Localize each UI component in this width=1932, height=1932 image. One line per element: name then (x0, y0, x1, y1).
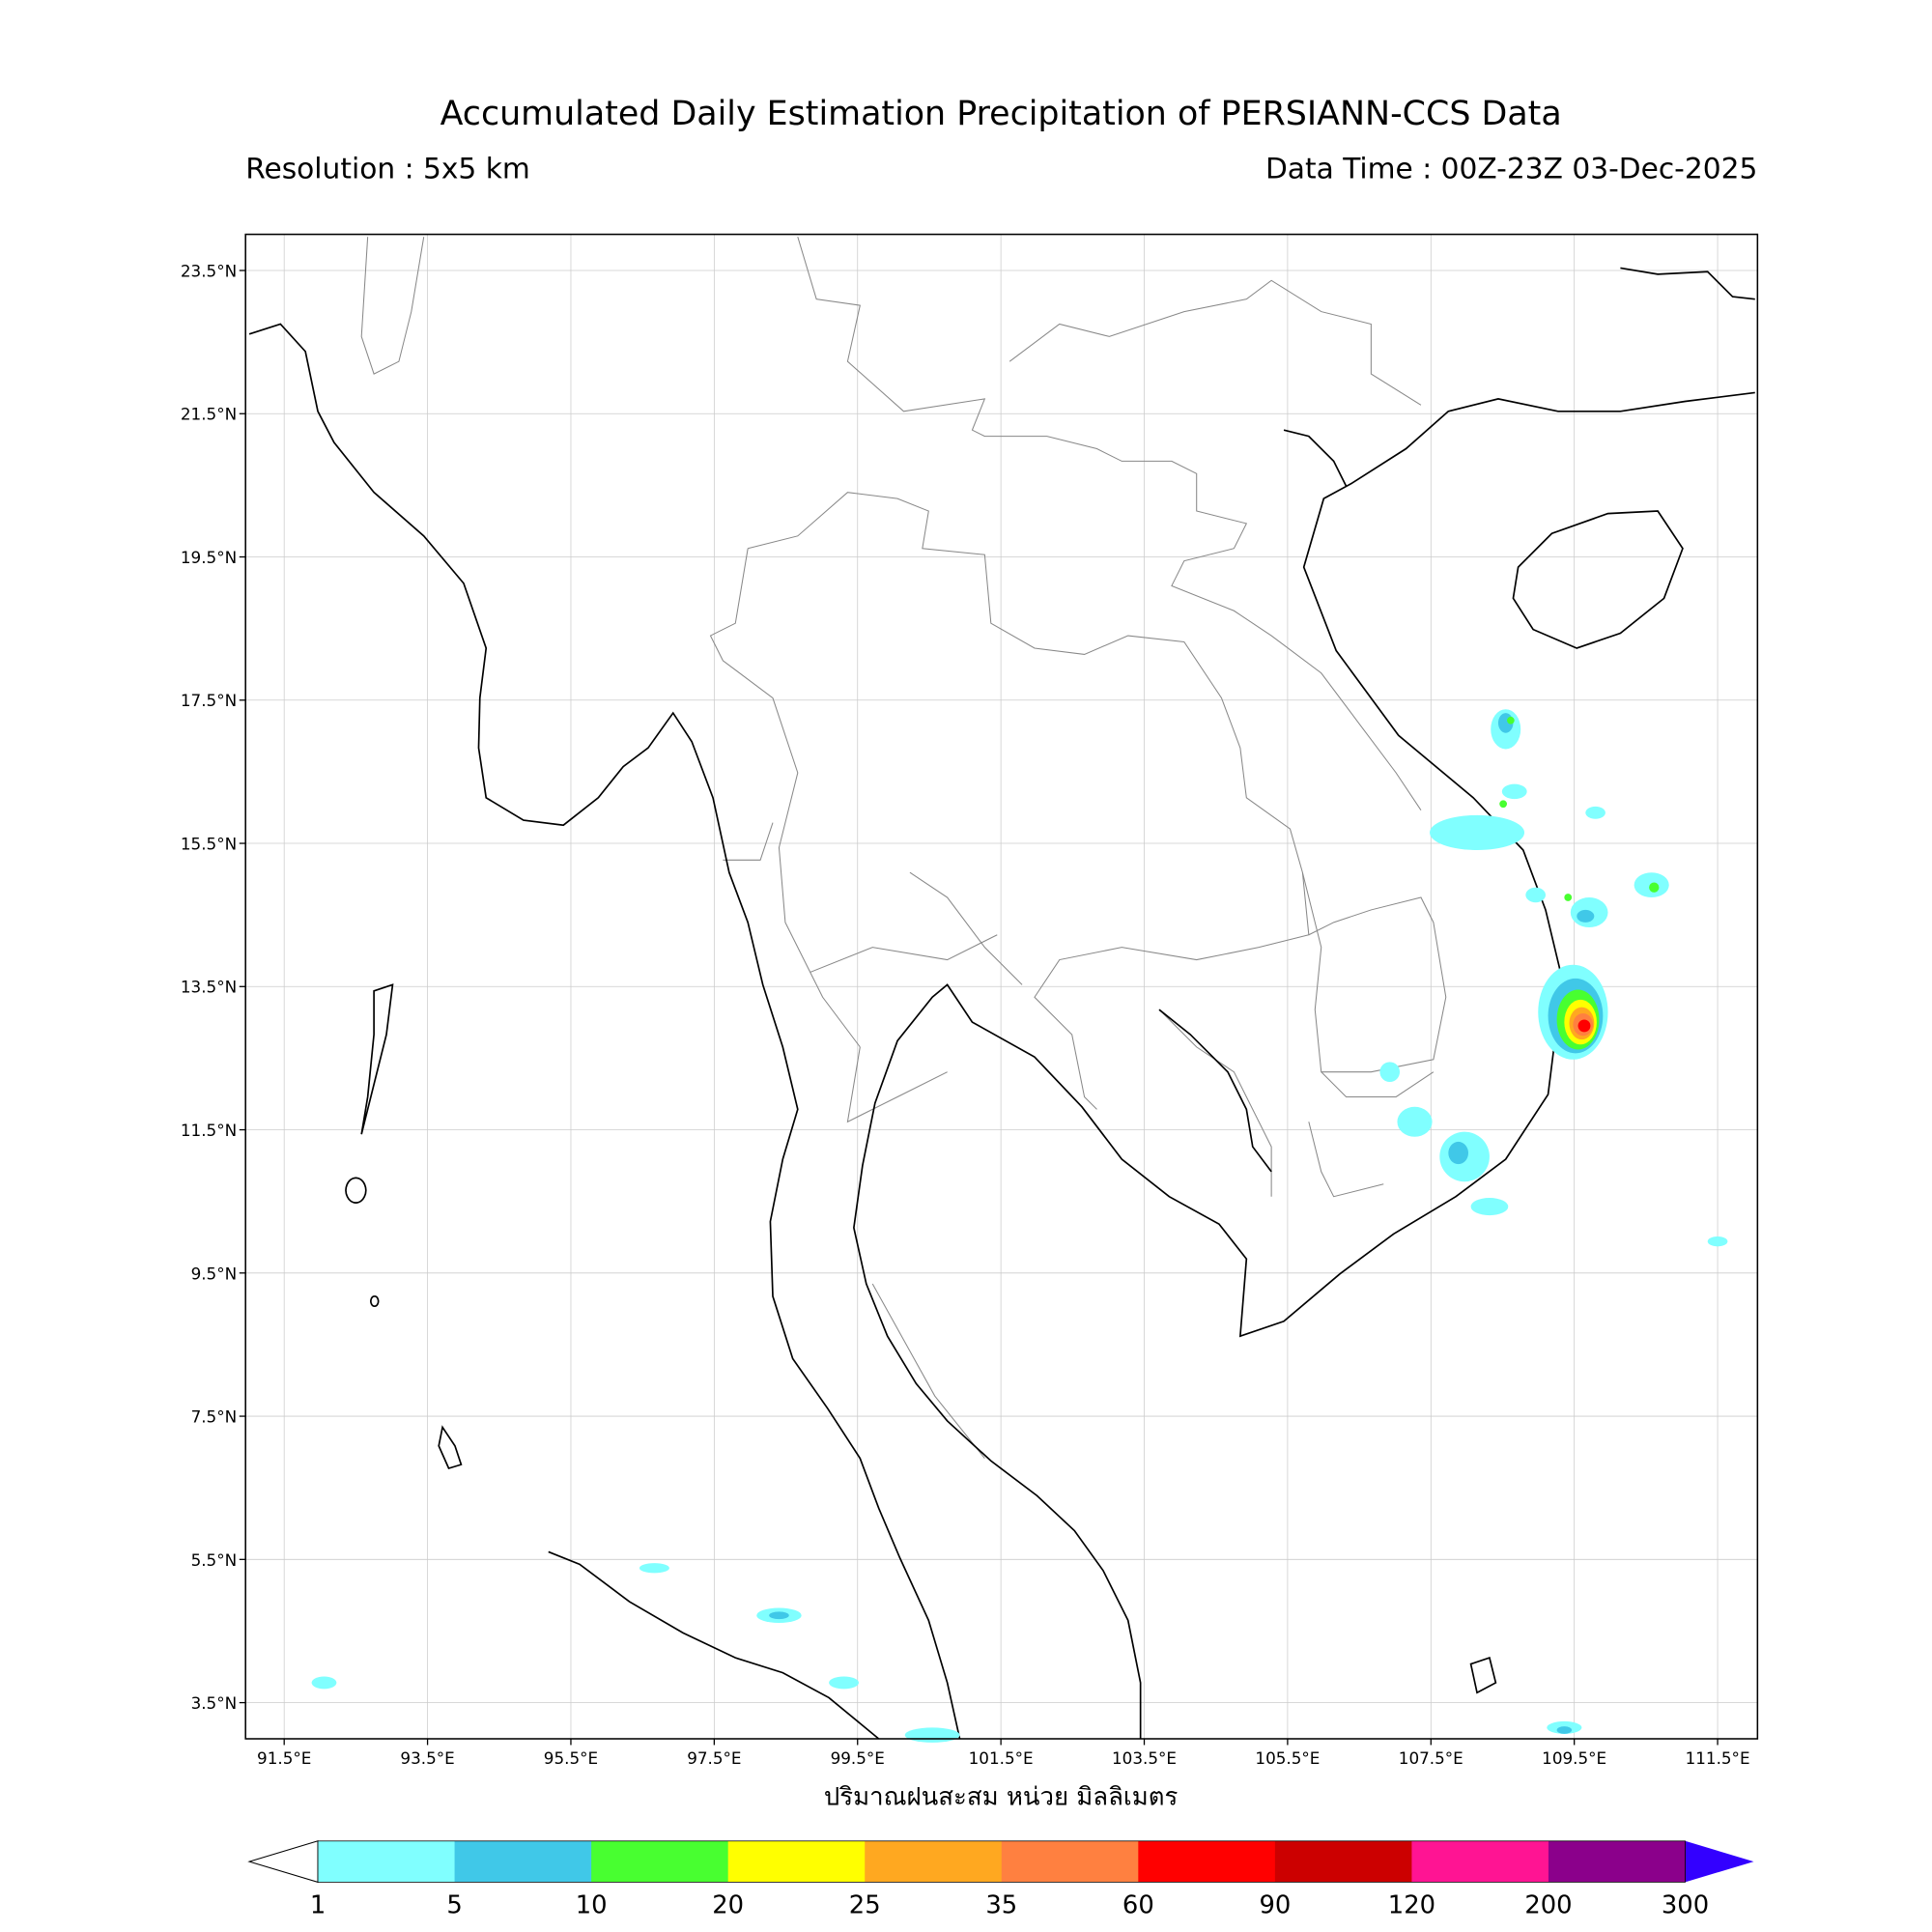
lat-tick-label: 21.5°N (181, 405, 237, 424)
lat-tick-label: 5.5°N (191, 1550, 238, 1570)
lat-tick-label: 23.5°N (181, 261, 237, 280)
colorbar-box (865, 1840, 1003, 1883)
colorbar-label: 1 (310, 1891, 326, 1920)
colorbar-box (454, 1840, 592, 1883)
colorbar-box (727, 1840, 866, 1883)
colorbar-label: 90 (1259, 1891, 1291, 1920)
coastlines (248, 267, 1755, 1740)
colorbar-box (1548, 1840, 1687, 1883)
lon-tick-label: 93.5°E (400, 1748, 454, 1768)
colorbar: 1 5 10 20 25 35 60 90 120 200 300 (247, 1840, 1754, 1920)
colorbar-label: 35 (985, 1891, 1017, 1920)
lon-tick-label: 105.5°E (1255, 1748, 1320, 1768)
lon-tick-label: 107.5°E (1399, 1748, 1463, 1768)
precipitation (311, 709, 1728, 1743)
colorbar-label: 200 (1524, 1891, 1572, 1920)
lon-tick-label: 95.5°E (544, 1748, 598, 1768)
lat-tick-label: 11.5°N (181, 1121, 237, 1140)
colorbar-box (591, 1840, 729, 1883)
lon-tick-label: 111.5°E (1686, 1748, 1750, 1768)
lon-tick-label: 91.5°E (257, 1748, 311, 1768)
colorbar-box (1001, 1840, 1139, 1883)
colorbar-over (1685, 1840, 1754, 1883)
lat-tick-label: 15.5°N (181, 834, 237, 853)
lon-tick-label: 99.5°E (831, 1748, 885, 1768)
data-time: Data Time : 00Z-23Z 03-Dec-2025 (1265, 152, 1757, 185)
colorbar-label: 60 (1122, 1891, 1154, 1920)
colorbar-label: 25 (849, 1891, 881, 1920)
colorbar-label: 10 (576, 1891, 608, 1920)
lat-tick-label: 17.5°N (181, 691, 237, 710)
colorbar-label: 20 (712, 1891, 744, 1920)
colorbar-box (1138, 1840, 1276, 1883)
resolution: Resolution : 5x5 km (245, 152, 530, 185)
colorbar-label: 5 (446, 1891, 462, 1920)
lon-tick-label: 109.5°E (1542, 1748, 1606, 1768)
x-axis-label: ปริมาณฝนสะสม หน่วย มิลลิเมตร (824, 1782, 1179, 1811)
colorbar-label: 120 (1388, 1891, 1435, 1920)
colorbar-label: 300 (1662, 1891, 1709, 1920)
colorbar-under (247, 1840, 319, 1884)
lat-tick-label: 13.5°N (181, 978, 237, 997)
lat-tick-label: 19.5°N (181, 548, 237, 567)
lon-tick-label: 97.5°E (687, 1748, 741, 1768)
colorbar-box (1411, 1840, 1549, 1883)
lat-tick-label: 3.5°N (191, 1693, 238, 1713)
colorbar-outline (317, 1840, 1686, 1883)
grid: 23.5°N 21.5°N 19.5°N 17.5°N 15.5°N 13.5°N 11.5… (181, 234, 1758, 1768)
lon-tick-label: 103.5°E (1112, 1748, 1177, 1768)
title: Accumulated Daily Estimation Precipitati… (440, 95, 1562, 133)
lon-tick-label: 101.5°E (969, 1748, 1034, 1768)
colorbar-box (1274, 1840, 1413, 1883)
land-borders (360, 237, 1447, 1459)
lat-tick-label: 7.5°N (191, 1407, 238, 1427)
colorbar-box (318, 1840, 456, 1883)
map-frame (244, 233, 1759, 1740)
lat-tick-label: 9.5°N (191, 1264, 238, 1283)
